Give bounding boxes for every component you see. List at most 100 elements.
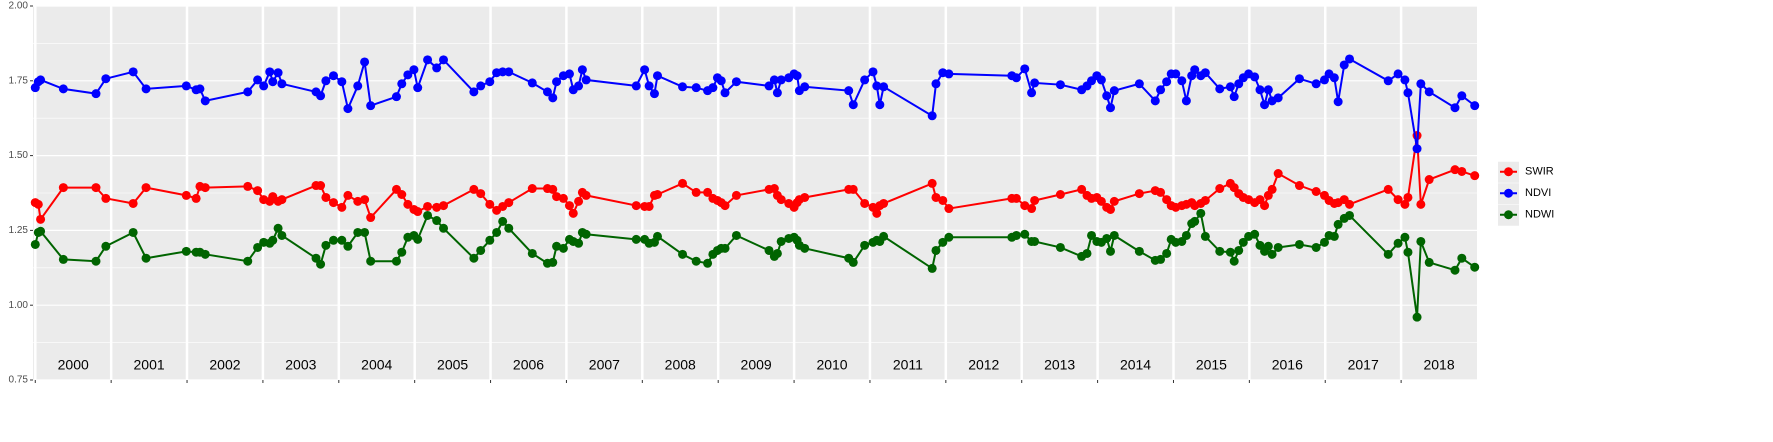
data-point bbox=[1424, 175, 1434, 185]
data-point bbox=[1105, 103, 1115, 113]
data-point bbox=[1393, 238, 1403, 248]
year-label: 2001 bbox=[134, 357, 165, 373]
data-point bbox=[141, 253, 151, 263]
data-point bbox=[423, 55, 433, 65]
data-point bbox=[316, 91, 326, 101]
legend-marker bbox=[1504, 167, 1513, 177]
data-point bbox=[1020, 229, 1030, 239]
data-point bbox=[848, 184, 858, 194]
data-point bbox=[1027, 204, 1037, 214]
data-point bbox=[1255, 85, 1265, 95]
data-point bbox=[397, 79, 407, 89]
data-point bbox=[644, 201, 654, 211]
data-point bbox=[875, 100, 885, 110]
data-point bbox=[397, 247, 407, 257]
year-label: 2008 bbox=[665, 357, 696, 373]
data-point bbox=[1200, 231, 1210, 241]
data-point bbox=[1450, 103, 1460, 113]
data-point bbox=[769, 184, 779, 194]
data-point bbox=[1416, 79, 1426, 89]
data-point bbox=[337, 202, 347, 212]
data-point bbox=[574, 238, 584, 248]
data-point bbox=[1215, 184, 1225, 194]
data-point bbox=[772, 88, 782, 98]
data-point bbox=[439, 223, 449, 233]
data-point bbox=[1345, 210, 1355, 220]
data-point bbox=[1329, 231, 1339, 241]
data-point bbox=[366, 101, 376, 111]
data-point bbox=[1238, 237, 1248, 247]
data-point bbox=[253, 242, 263, 252]
data-point bbox=[321, 192, 331, 202]
data-point bbox=[652, 189, 662, 199]
data-point bbox=[1020, 64, 1030, 74]
data-point bbox=[439, 55, 449, 65]
data-point bbox=[1105, 204, 1115, 214]
data-point bbox=[1416, 199, 1426, 209]
data-point bbox=[800, 243, 810, 253]
data-point bbox=[253, 75, 263, 85]
data-point bbox=[879, 198, 889, 208]
data-point bbox=[1215, 246, 1225, 256]
data-point bbox=[1250, 229, 1260, 239]
data-point bbox=[1011, 230, 1021, 240]
legend-marker bbox=[1504, 210, 1513, 220]
data-point bbox=[33, 199, 43, 209]
data-point bbox=[548, 184, 558, 194]
data-point bbox=[927, 111, 937, 121]
data-point bbox=[568, 208, 578, 218]
data-point bbox=[200, 249, 210, 259]
data-point bbox=[403, 199, 413, 209]
data-point bbox=[938, 237, 948, 247]
data-point bbox=[1267, 184, 1277, 194]
data-point bbox=[243, 87, 253, 97]
data-point bbox=[423, 210, 433, 220]
data-point bbox=[30, 239, 40, 249]
data-point bbox=[631, 81, 641, 91]
data-point bbox=[574, 196, 584, 206]
data-point bbox=[1109, 196, 1119, 206]
data-point bbox=[944, 232, 954, 242]
year-label: 2010 bbox=[816, 357, 847, 373]
data-point bbox=[181, 246, 191, 256]
data-point bbox=[328, 235, 338, 245]
data-point bbox=[1156, 254, 1166, 264]
data-point bbox=[366, 256, 376, 266]
data-point bbox=[564, 201, 574, 211]
data-point bbox=[1424, 87, 1434, 97]
data-point bbox=[577, 65, 587, 75]
data-point bbox=[927, 263, 937, 273]
data-point bbox=[631, 201, 641, 211]
data-point bbox=[337, 235, 347, 245]
data-point bbox=[101, 193, 111, 203]
data-point bbox=[128, 198, 138, 208]
data-point bbox=[944, 69, 954, 79]
data-point bbox=[631, 234, 641, 244]
data-point bbox=[128, 227, 138, 237]
data-point bbox=[1393, 195, 1403, 205]
year-label: 2015 bbox=[1196, 357, 1227, 373]
data-point bbox=[277, 79, 287, 89]
data-point bbox=[1177, 76, 1187, 86]
data-point bbox=[259, 81, 269, 91]
y-tick-label: 1.00 bbox=[9, 300, 29, 311]
data-point bbox=[1339, 60, 1349, 70]
data-point bbox=[353, 227, 363, 237]
data-point bbox=[316, 259, 326, 269]
data-point bbox=[1400, 232, 1410, 242]
data-point bbox=[1181, 230, 1191, 240]
data-point bbox=[527, 248, 537, 258]
data-point bbox=[844, 86, 854, 96]
data-point bbox=[101, 74, 111, 84]
data-point bbox=[91, 183, 101, 193]
y-tick-label: 1.75 bbox=[9, 75, 29, 86]
data-point bbox=[1260, 201, 1270, 211]
data-point bbox=[58, 84, 68, 94]
data-point bbox=[1030, 195, 1040, 205]
data-point bbox=[1134, 79, 1144, 89]
data-point bbox=[1105, 246, 1115, 256]
data-point bbox=[353, 81, 363, 91]
data-point bbox=[1225, 247, 1235, 257]
data-point bbox=[776, 195, 786, 205]
data-point bbox=[720, 201, 730, 211]
